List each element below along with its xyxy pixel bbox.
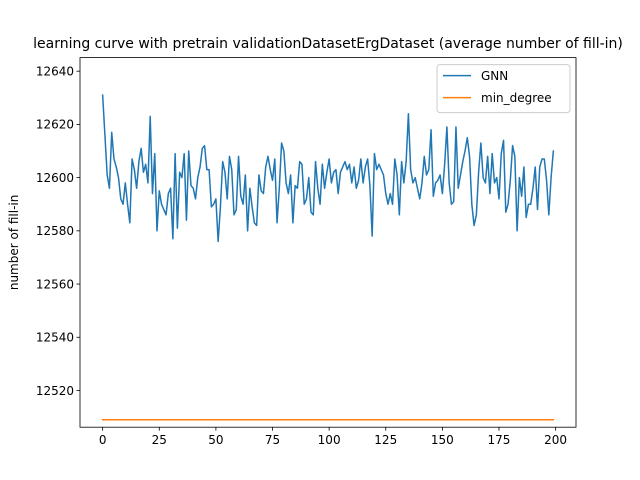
y-tick-label: 12640 (36, 64, 74, 78)
series-line-gnn (101, 94, 555, 243)
y-tick-label: 12520 (36, 384, 74, 398)
legend-box (436, 64, 571, 114)
x-tick-label: 175 (488, 433, 511, 447)
plot-area (79, 57, 577, 428)
legend-label: GNN (481, 69, 508, 83)
x-tick-label: 125 (374, 433, 397, 447)
x-tick-label: 200 (544, 433, 567, 447)
chart-title: learning curve with pretrain validationD… (33, 36, 623, 52)
x-tick-label: 25 (152, 433, 167, 447)
y-tick-label: 12540 (36, 331, 74, 345)
x-tick-label: 0 (99, 433, 107, 447)
y-axis-label: number of fill-in (7, 195, 21, 291)
y-tick-label: 12620 (36, 118, 74, 132)
x-tick-label: 75 (265, 433, 280, 447)
legend-label: min_degree (481, 91, 552, 105)
y-tick-label: 12600 (36, 171, 74, 185)
x-tick-label: 100 (318, 433, 341, 447)
y-tick-label: 12560 (36, 277, 74, 291)
x-axis: 0 25 50 75 100 125 150 175 200 (99, 427, 567, 447)
axes-frame (79, 57, 577, 428)
y-tick-label: 12580 (36, 224, 74, 238)
legend: GNN min_degree (436, 64, 571, 114)
x-tick-label: 150 (431, 433, 454, 447)
y-axis: 12520 12540 12560 12580 12600 12620 12640 (36, 64, 80, 398)
x-tick-label: 50 (208, 433, 223, 447)
